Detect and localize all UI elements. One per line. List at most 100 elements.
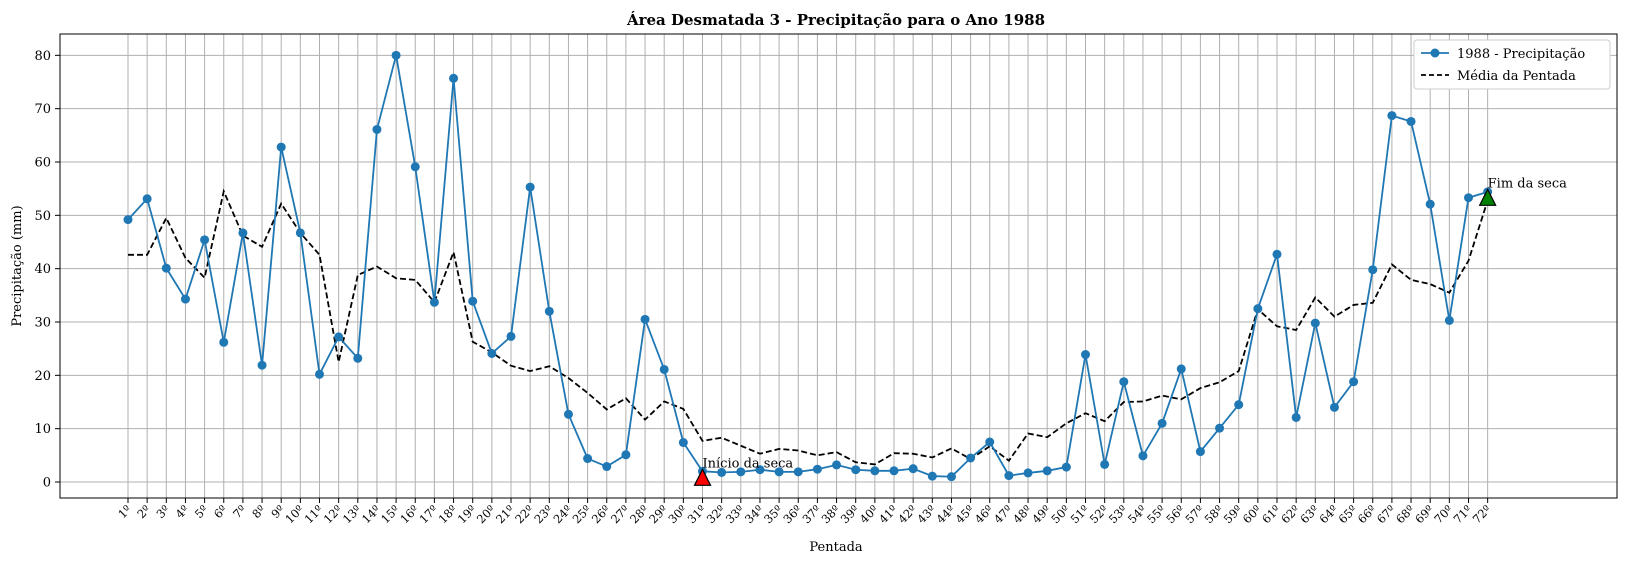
- y-tick-label: 70: [34, 102, 51, 117]
- data-point: [200, 235, 210, 245]
- data-point: [755, 465, 765, 475]
- data-point: [1176, 364, 1186, 374]
- y-tick-label: 80: [34, 49, 51, 64]
- data-point: [1272, 249, 1282, 259]
- data-point: [1464, 193, 1473, 203]
- y-tick-label: 30: [34, 316, 51, 331]
- x-axis-ticks: 1º 2º 3º 4º 5º 6º 7º 8º 9º10º11º12º13º14º15º16º1…: [115, 498, 1494, 526]
- data-point: [1157, 418, 1167, 428]
- y-axis-label: Precipitação (mm): [10, 205, 25, 326]
- data-point: [219, 337, 229, 347]
- data-point: [1253, 304, 1263, 314]
- annotation-triangle-marker: [1478, 187, 1497, 206]
- data-point: [1081, 350, 1090, 360]
- data-point: [1023, 468, 1033, 478]
- data-point: [372, 124, 382, 134]
- data-point: [544, 306, 554, 316]
- data-point: [1138, 451, 1148, 461]
- data-point: [315, 369, 324, 379]
- x-tick-label: 2º: [134, 502, 153, 521]
- data-point: [1100, 459, 1110, 469]
- data-point: [180, 294, 190, 304]
- data-point: [908, 464, 918, 474]
- data-point: [1387, 111, 1397, 121]
- data-point: [927, 471, 937, 481]
- data-point: [334, 332, 344, 342]
- data-point: [410, 162, 420, 172]
- y-axis-ticks: 0 10 20 30 40 50 60 70 80: [34, 49, 60, 491]
- chart-title: Área Desmatada 3 - Precipitação para o A…: [626, 11, 1045, 29]
- y-tick-label: 20: [34, 369, 51, 384]
- annotation-label: Início da seca: [703, 456, 794, 471]
- y-tick-label: 40: [34, 262, 51, 277]
- data-point: [640, 314, 650, 324]
- plot-frame: [59, 33, 1618, 499]
- data-point: [1444, 315, 1454, 325]
- data-point: [1291, 412, 1301, 422]
- data-point: [946, 472, 956, 482]
- data-point: [1425, 199, 1435, 209]
- grid-lines: [60, 34, 1617, 498]
- x-tick-label: 1º: [115, 502, 134, 521]
- y-tick-label: 60: [34, 156, 51, 171]
- data-point: [1329, 402, 1339, 412]
- data-point: [1061, 462, 1071, 472]
- data-point: [563, 409, 573, 419]
- data-point: [257, 360, 267, 370]
- data-point: [1234, 400, 1244, 410]
- legend-box: [1413, 39, 1611, 90]
- annotations-layer: Início da seca Fim da seca: [693, 176, 1567, 486]
- data-point: [1349, 377, 1359, 387]
- legend: 1988 - Precipitação Média da Pentada: [1413, 39, 1611, 90]
- data-point: [889, 466, 899, 476]
- y-tick-label: 50: [34, 209, 51, 224]
- data-point: [1368, 265, 1378, 275]
- data-point: [487, 348, 497, 358]
- data-point: [870, 466, 880, 476]
- series-line-media-pentada: [128, 188, 1489, 466]
- data-point: [506, 331, 516, 341]
- data-point: [1119, 377, 1129, 387]
- data-point: [238, 228, 248, 238]
- data-point: [1310, 318, 1320, 328]
- data-point: [812, 464, 822, 474]
- x-tick-label: 7º: [230, 502, 249, 521]
- data-point: [1406, 116, 1416, 126]
- data-point: [659, 364, 669, 374]
- series-layer: [123, 50, 1493, 482]
- x-axis-label: Pentada: [809, 540, 863, 555]
- annotation-triangle-marker: [693, 467, 712, 486]
- x-tick-label: 4º: [173, 502, 192, 521]
- data-point: [525, 182, 535, 192]
- data-point: [678, 438, 688, 448]
- data-point: [602, 462, 612, 472]
- data-point: [161, 263, 171, 273]
- data-point: [583, 454, 593, 464]
- data-point: [851, 465, 861, 475]
- data-point: [793, 467, 803, 477]
- data-point: [468, 296, 478, 306]
- data-point: [1195, 447, 1205, 457]
- data-point: [123, 215, 133, 225]
- data-point: [449, 73, 459, 83]
- data-point: [429, 297, 439, 307]
- data-point: [1042, 466, 1052, 476]
- y-tick-label: 10: [34, 422, 51, 437]
- data-point: [1004, 471, 1014, 481]
- annotation-label: Fim da seca: [1488, 176, 1567, 191]
- data-point: [353, 353, 363, 363]
- data-point: [832, 460, 842, 470]
- x-tick-label: 72º: [1470, 502, 1494, 526]
- y-tick-label: 0: [43, 476, 51, 491]
- x-tick-label: 8º: [249, 502, 268, 521]
- data-point: [621, 450, 631, 460]
- data-point: [985, 437, 995, 447]
- series-line-precipitacao: [127, 55, 1488, 478]
- data-point: [774, 467, 784, 477]
- x-tick-label: 3º: [154, 502, 173, 521]
- data-point: [391, 50, 401, 60]
- legend-marker-series-1: [1430, 48, 1440, 58]
- legend-label-series-1: 1988 - Precipitação: [1457, 47, 1585, 62]
- data-point: [736, 467, 746, 477]
